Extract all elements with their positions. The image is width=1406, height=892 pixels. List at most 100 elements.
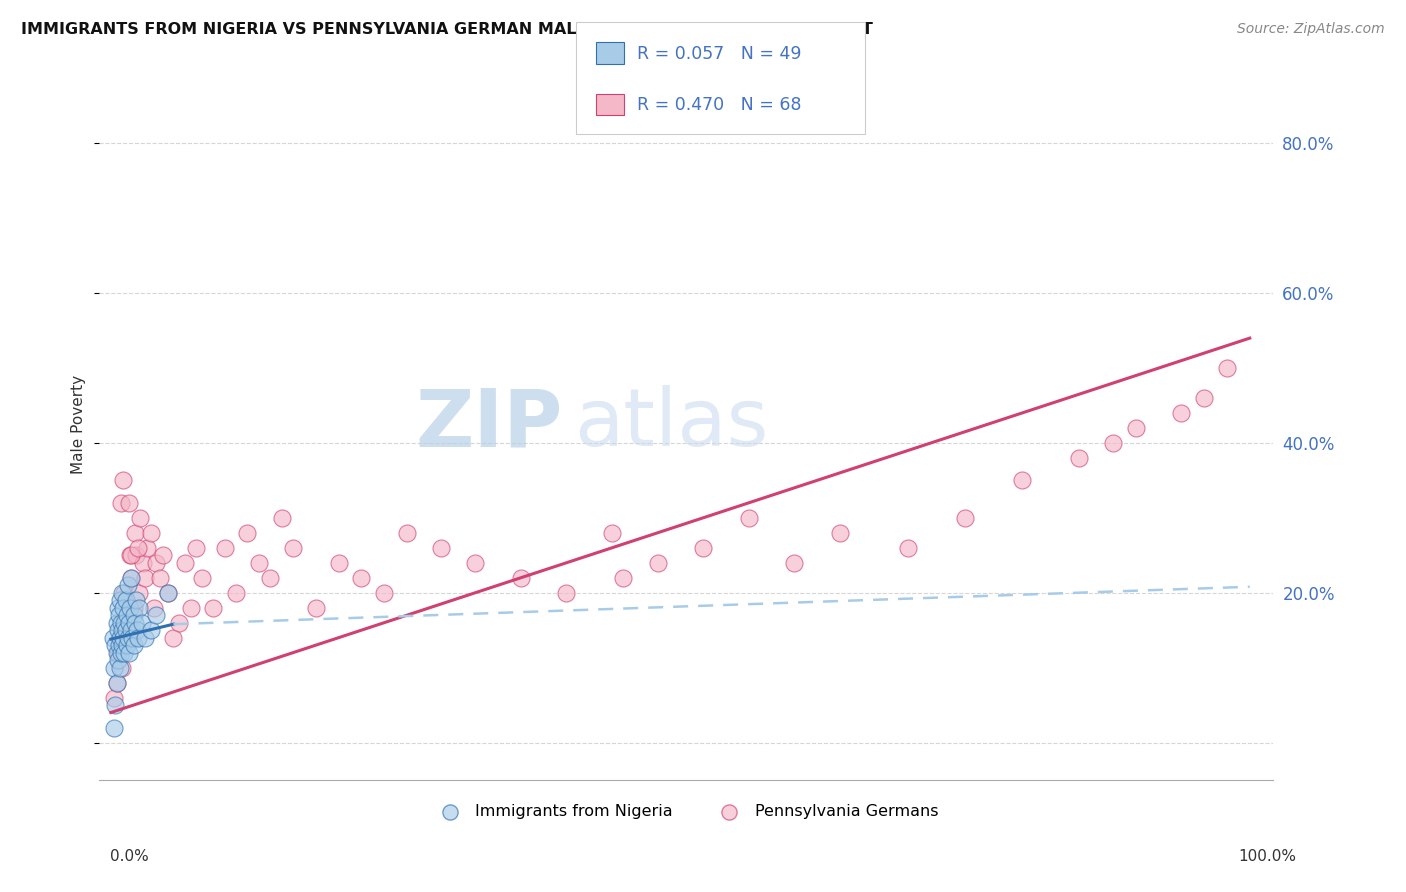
- Text: R = 0.470   N = 68: R = 0.470 N = 68: [637, 96, 801, 114]
- Point: [132, 556, 155, 570]
- Point: [152, 549, 174, 563]
- Y-axis label: Male Poverty: Male Poverty: [72, 375, 86, 474]
- Point: [149, 571, 172, 585]
- Point: [105, 615, 128, 630]
- Point: [114, 585, 136, 599]
- Text: 0.0%: 0.0%: [110, 849, 149, 864]
- Point: [125, 593, 148, 607]
- Point: [111, 585, 134, 599]
- Point: [122, 600, 145, 615]
- Text: IMMIGRANTS FROM NIGERIA VS PENNSYLVANIA GERMAN MALE POVERTY CORRELATION CHART: IMMIGRANTS FROM NIGERIA VS PENNSYLVANIA …: [21, 22, 873, 37]
- Point: [127, 541, 149, 555]
- Point: [509, 571, 531, 585]
- Point: [114, 623, 136, 637]
- Point: [107, 623, 129, 637]
- Point: [281, 541, 304, 555]
- Point: [128, 600, 150, 615]
- Point: [104, 638, 127, 652]
- Point: [145, 556, 167, 570]
- Point: [737, 511, 759, 525]
- Point: [125, 549, 148, 563]
- Point: [118, 615, 141, 630]
- Point: [647, 556, 669, 570]
- Point: [156, 585, 179, 599]
- Point: [114, 646, 136, 660]
- Point: [1011, 474, 1033, 488]
- Point: [134, 631, 156, 645]
- Point: [120, 549, 142, 563]
- Point: [110, 496, 132, 510]
- Point: [305, 600, 328, 615]
- Text: 100.0%: 100.0%: [1239, 849, 1296, 864]
- Point: [953, 511, 976, 525]
- Point: [692, 541, 714, 555]
- Point: [124, 525, 146, 540]
- Point: [145, 608, 167, 623]
- Point: [127, 631, 149, 645]
- Point: [186, 541, 208, 555]
- Point: [117, 631, 139, 645]
- Point: [105, 646, 128, 660]
- Point: [173, 556, 195, 570]
- Point: [600, 525, 623, 540]
- Point: [104, 698, 127, 712]
- Point: [110, 646, 132, 660]
- Point: [555, 585, 578, 599]
- Point: [108, 660, 131, 674]
- Point: [118, 496, 141, 510]
- Point: [101, 631, 124, 645]
- Point: [1170, 406, 1192, 420]
- Point: [897, 541, 920, 555]
- Point: [120, 571, 142, 585]
- Point: [115, 638, 138, 652]
- Point: [225, 585, 247, 599]
- Point: [118, 646, 141, 660]
- Point: [117, 578, 139, 592]
- Point: [1102, 436, 1125, 450]
- Point: [131, 615, 153, 630]
- Point: [139, 525, 162, 540]
- Point: [1125, 421, 1147, 435]
- Text: Source: ZipAtlas.com: Source: ZipAtlas.com: [1237, 22, 1385, 37]
- Point: [105, 675, 128, 690]
- Point: [828, 525, 851, 540]
- Point: [107, 638, 129, 652]
- Point: [111, 623, 134, 637]
- Point: [122, 638, 145, 652]
- Text: R = 0.057   N = 49: R = 0.057 N = 49: [637, 45, 801, 62]
- Text: ZIP: ZIP: [416, 385, 562, 463]
- Point: [134, 571, 156, 585]
- Point: [350, 571, 373, 585]
- Point: [162, 631, 184, 645]
- Point: [236, 525, 259, 540]
- Point: [202, 600, 225, 615]
- Point: [120, 623, 142, 637]
- Point: [114, 615, 136, 630]
- Point: [180, 600, 202, 615]
- Point: [270, 511, 292, 525]
- Point: [612, 571, 634, 585]
- Point: [111, 660, 134, 674]
- Point: [112, 631, 135, 645]
- Point: [103, 690, 125, 705]
- Point: [112, 600, 135, 615]
- Point: [395, 525, 418, 540]
- Point: [129, 511, 152, 525]
- Point: [105, 675, 128, 690]
- Point: [167, 615, 190, 630]
- Point: [139, 623, 162, 637]
- Point: [108, 631, 131, 645]
- Point: [373, 585, 395, 599]
- Point: [108, 631, 131, 645]
- Text: atlas: atlas: [575, 385, 769, 463]
- Point: [124, 615, 146, 630]
- Point: [125, 623, 148, 637]
- Point: [108, 593, 131, 607]
- Point: [122, 608, 145, 623]
- Point: [107, 653, 129, 667]
- Point: [128, 585, 150, 599]
- Point: [107, 608, 129, 623]
- Point: [191, 571, 214, 585]
- Point: [156, 585, 179, 599]
- Point: [112, 474, 135, 488]
